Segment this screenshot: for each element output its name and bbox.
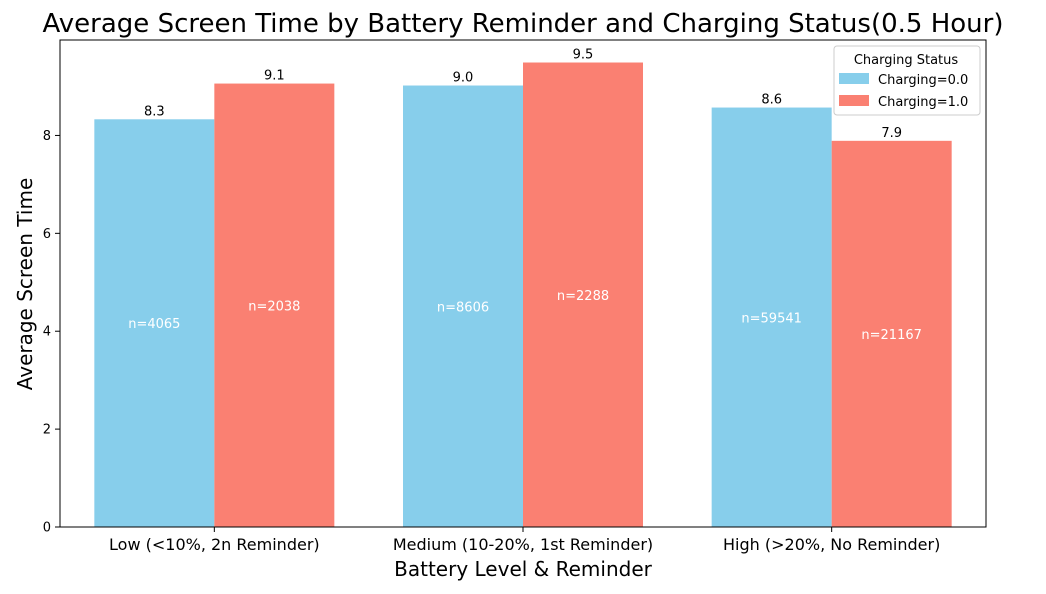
bar-count-label: n=8606 <box>437 300 489 315</box>
y-tick-label: 8 <box>43 129 51 144</box>
chart-title: Average Screen Time by Battery Reminder … <box>43 9 1004 39</box>
bar-charging-0-1 <box>403 85 523 528</box>
plot-frame <box>59 39 987 528</box>
legend-swatch-charging-0 <box>839 73 869 84</box>
x-tick-label: Medium (10-20%, 1st Reminder) <box>393 535 653 554</box>
legend-label-charging-0: Charging=0.0 <box>878 73 968 88</box>
bar-charging-1-2 <box>831 140 952 528</box>
bar-value-label: 9.5 <box>573 48 594 63</box>
y-axis-label: Average Screen Time <box>13 178 37 391</box>
bar-value-label: 9.1 <box>264 69 285 84</box>
bar-charging-0-2 <box>711 107 832 528</box>
legend-box <box>833 45 981 116</box>
bar-charging-0-0 <box>94 119 215 527</box>
bar-count-label: n=21167 <box>861 328 922 343</box>
bar-count-label: n=2038 <box>248 299 300 314</box>
legend-label-charging-1: Charging=1.0 <box>878 95 968 110</box>
x-axis-label: Battery Level & Reminder <box>394 557 653 581</box>
bar-charging-1-1 <box>523 62 643 527</box>
legend: Charging Status Charging=0.0 Charging=1.… <box>833 45 981 116</box>
bar-value-label: 8.6 <box>761 93 782 108</box>
bar-count-label: n=59541 <box>741 311 802 326</box>
bar-count-label: n=2288 <box>557 289 609 304</box>
y-tick-label: 2 <box>43 423 51 438</box>
legend-title: Charging Status <box>854 53 959 68</box>
y-tick-label: 6 <box>43 227 51 242</box>
x-tick-label: High (>20%, No Reminder) <box>723 535 940 554</box>
bar-count-label: n=4065 <box>128 317 180 332</box>
bar-value-label: 8.3 <box>144 104 165 119</box>
plot-area: 8.3 n=4065 9.1 n=2038 Low (<10%, 2n Reminder… <box>43 39 987 554</box>
legend-swatch-charging-1 <box>839 95 869 106</box>
bar-value-label: 9.0 <box>453 71 474 86</box>
y-tick-label: 4 <box>43 325 51 340</box>
y-tick-label: 0 <box>43 521 51 536</box>
bar-value-label: 7.9 <box>881 126 902 141</box>
bar-charging-1-0 <box>214 83 335 528</box>
x-tick-label: Low (<10%, 2n Reminder) <box>109 535 320 554</box>
